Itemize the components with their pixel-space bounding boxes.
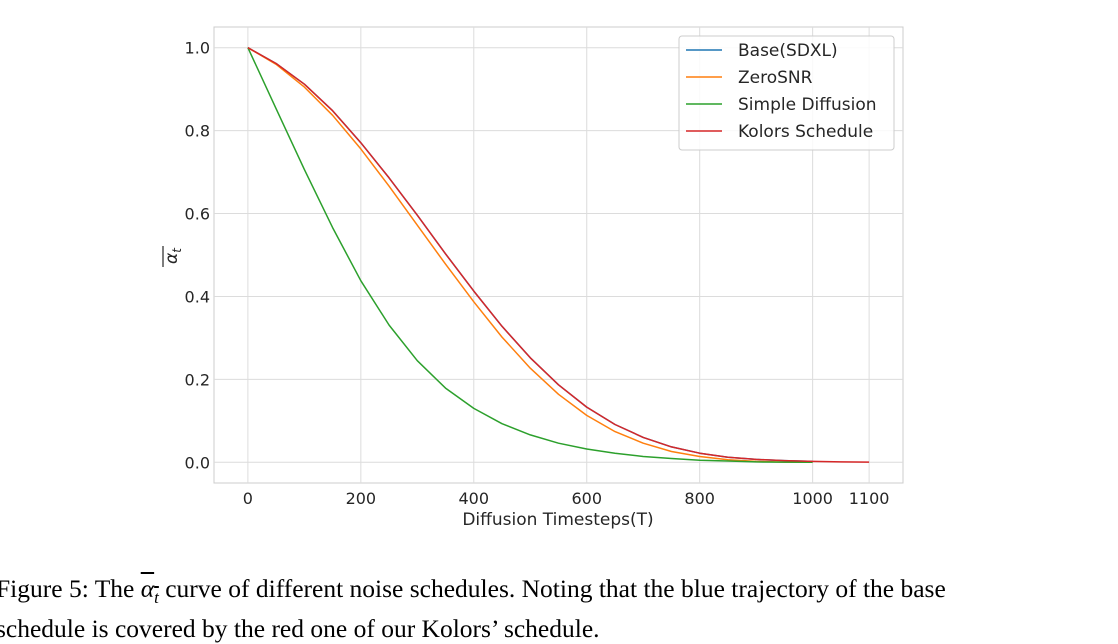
caption-line-1: Figure 5: The αt curve of different nois…: [0, 573, 1118, 613]
caption-suffix: curve of different noise schedules. Noti…: [158, 574, 946, 603]
y-axis-label-sub: t: [170, 247, 184, 253]
legend-box: [678, 35, 895, 151]
legend-label-base-sdxl: Base(SDXL): [738, 41, 838, 61]
y-tick-label: 1.0: [185, 39, 210, 58]
caption-line-2: schedule is covered by the red one of ou…: [0, 614, 600, 644]
x-axis-label: Diffusion Timesteps(T): [462, 510, 653, 530]
svg-text:αt: αt: [162, 247, 184, 264]
x-tick-label: 600: [571, 489, 602, 508]
series-line-kolors-schedule: [247, 47, 870, 463]
figure-caption: Figure 5: The αt curve of different nois…: [0, 573, 1118, 644]
y-axis-label: αt: [162, 246, 184, 267]
y-tick-label: 0.2: [185, 370, 210, 389]
caption-prefix: Figure 5: The: [0, 574, 141, 603]
grid-lines: [214, 27, 903, 483]
series-line-simple-diffusion: [247, 47, 813, 464]
x-tick-label: 200: [346, 489, 377, 508]
series-line-zerosnr: [247, 47, 813, 464]
x-tick-label: 0: [243, 489, 253, 508]
x-tick-label: 1100: [849, 489, 890, 508]
x-tick-label: 400: [459, 489, 490, 508]
y-tick-label: 0.6: [185, 205, 210, 224]
y-tick-label: 0.8: [185, 122, 210, 141]
y-axis-label-symbol: α: [162, 253, 182, 264]
y-tick-label: 0.0: [185, 453, 210, 472]
x-tick-label: 800: [684, 489, 715, 508]
chart: 0 200 400 600 800 1000 1100 0.0 0.2 0.4 0.6 0.8 1.0…: [162, 26, 904, 530]
legend-label-kolors-schedule: Kolors Schedule: [738, 122, 873, 142]
y-tick-label: 0.4: [185, 287, 210, 306]
x-tick-label: 1000: [792, 489, 833, 508]
x-tick-labels: 0 200 400 600 800 1000 1100: [243, 489, 890, 508]
legend-label-zerosnr: ZeroSNR: [738, 68, 813, 88]
legend: Base(SDXL) ZeroSNR Simple Diffusion Kolors …: [678, 35, 895, 151]
y-tick-labels: 0.0 0.2 0.4 0.6 0.8 1.0: [185, 39, 210, 473]
legend-label-simple-diffusion: Simple Diffusion: [738, 95, 877, 115]
series-lines: [247, 47, 870, 464]
caption-symbol: αt: [140, 574, 159, 608]
